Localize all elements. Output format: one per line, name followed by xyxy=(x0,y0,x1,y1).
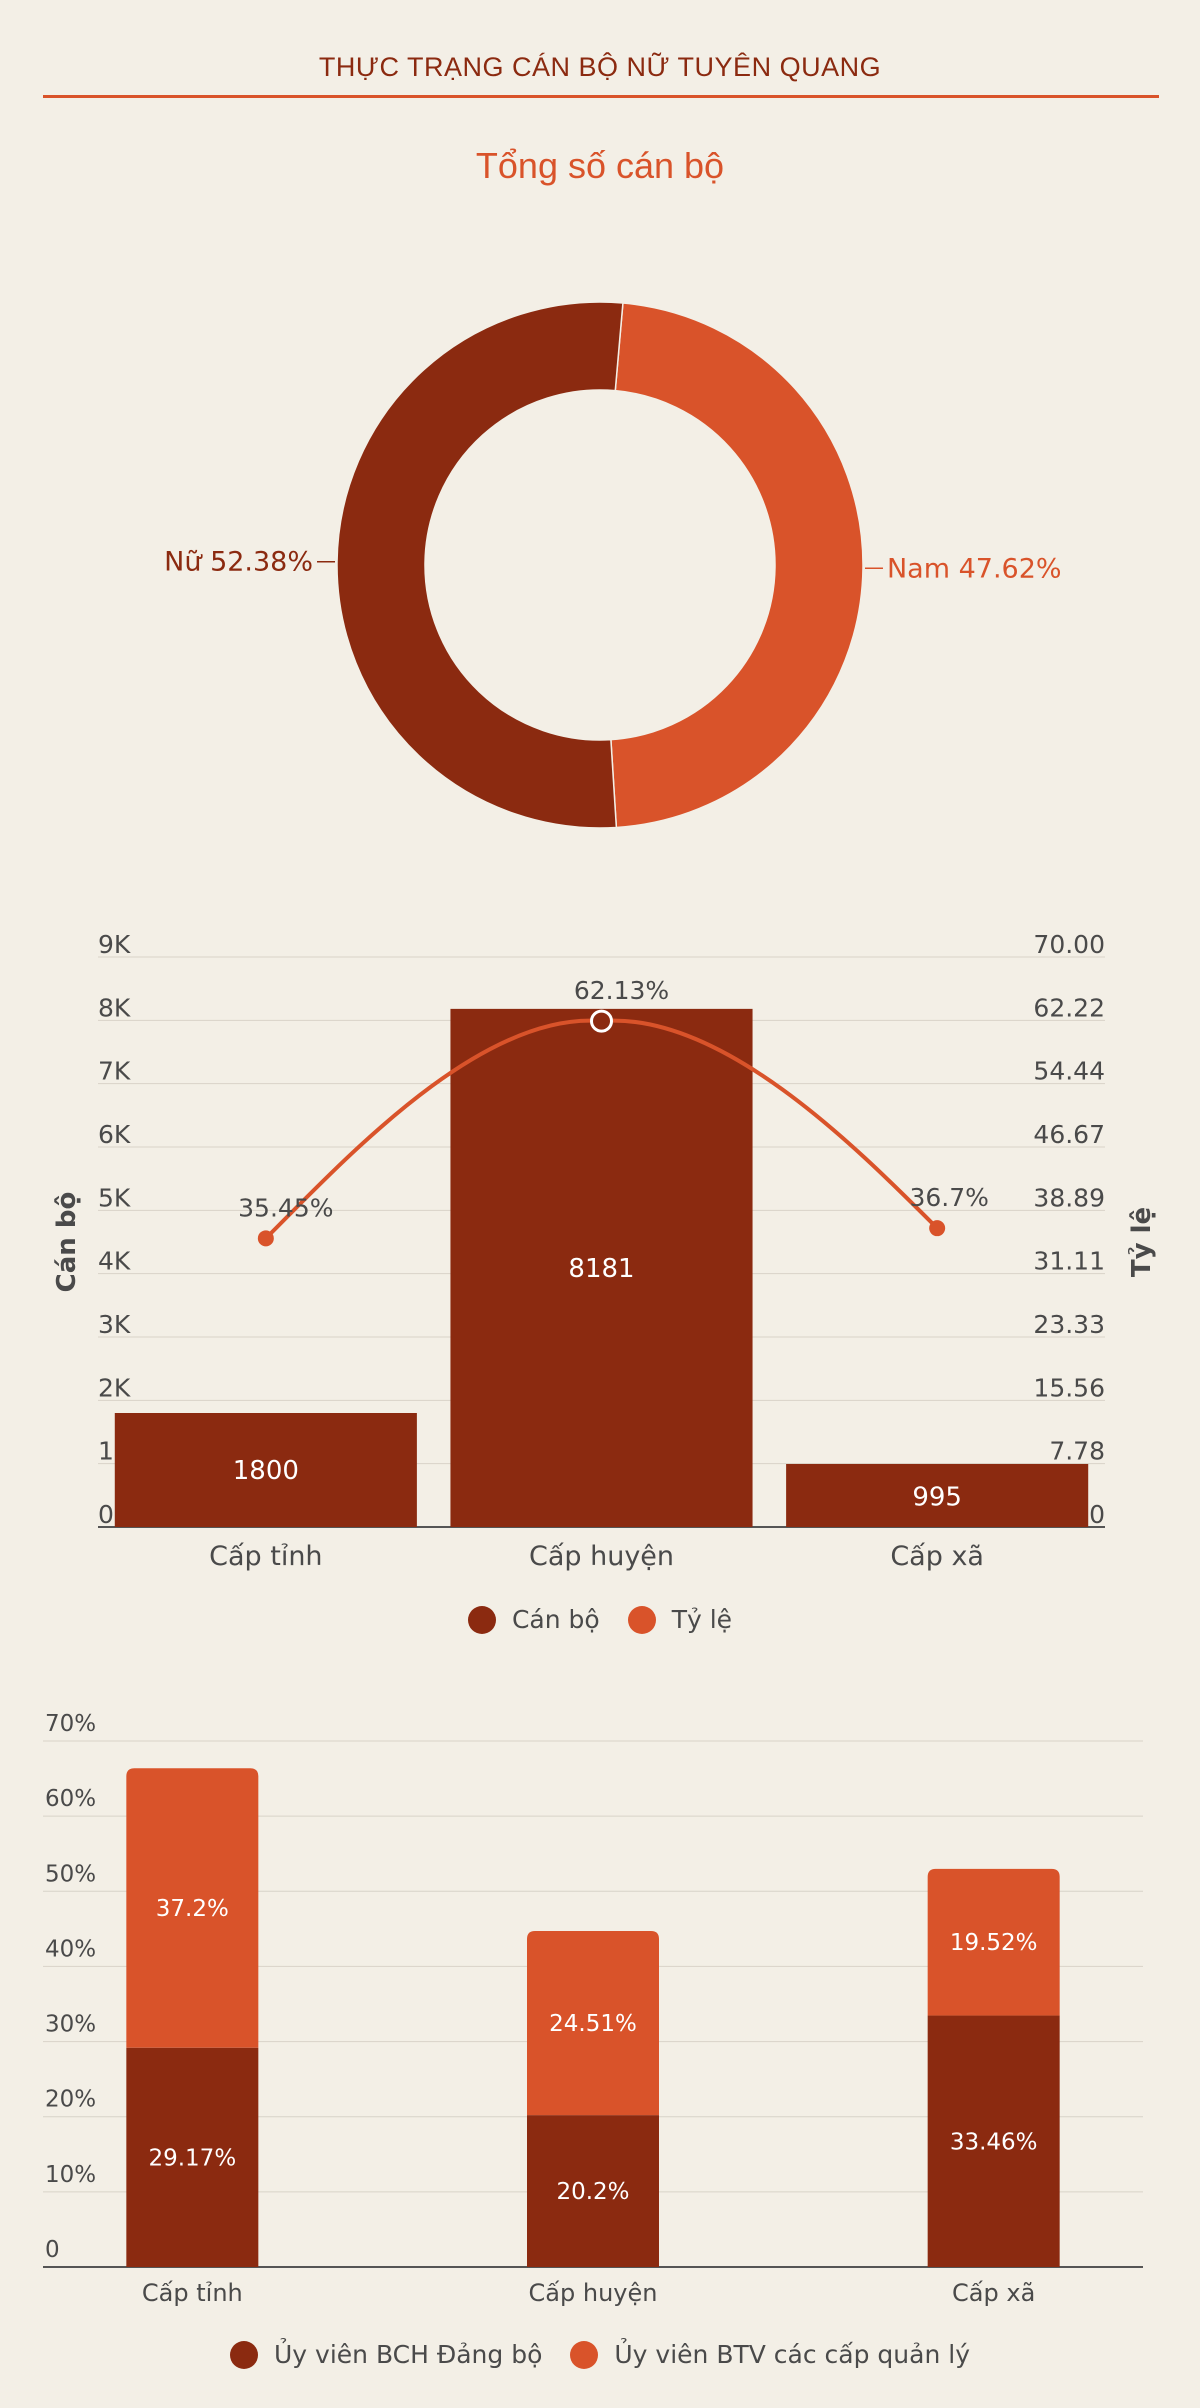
x-tick-label: Cấp huyện xyxy=(529,2279,658,2307)
y-tick-label: 8K xyxy=(98,993,131,1022)
donut-slice-nam xyxy=(610,302,864,829)
y-tick-label: 0 xyxy=(45,2237,60,2263)
y2-tick-label: 23.33 xyxy=(1033,1310,1105,1339)
legend-item-bch[interactable]: Ủy viên BCH Đảng bộ xyxy=(229,2340,543,2369)
y-axis-title: Cán bộ xyxy=(52,1192,82,1293)
y-tick-label: 3K xyxy=(98,1310,131,1339)
stacked-bar-bch-0 xyxy=(126,2047,259,2267)
y-tick-label: 0 xyxy=(98,1500,114,1529)
legend-marker xyxy=(627,1605,656,1634)
y2-axis-title: Tỷ lệ xyxy=(1127,1207,1157,1277)
rate-value-label: 35.45% xyxy=(238,1193,333,1222)
y-tick-label: 2K xyxy=(98,1373,131,1402)
segment-value-label: 19.52% xyxy=(950,1930,1038,1956)
y-tick-label: 6K xyxy=(98,1120,131,1149)
bar-2 xyxy=(786,1463,1089,1527)
y2-tick-label: 0 xyxy=(1089,1500,1105,1529)
y-tick-label: 5K xyxy=(98,1183,131,1212)
bar-value-label: 8181 xyxy=(568,1254,634,1284)
y2-tick-label: 15.56 xyxy=(1033,1373,1105,1402)
x-tick-label: Cấp tỉnh xyxy=(209,1541,322,1572)
rate-value-label: 36.7% xyxy=(909,1183,988,1212)
legend-marker xyxy=(467,1605,496,1634)
rate-point xyxy=(257,1230,274,1247)
page-title: THỰC TRẠNG CÁN BỘ NỮ TUYÊN QUANG xyxy=(318,52,882,82)
stacked-chart-legend: Ủy viên BCH Đảng bộ Ủy viên BTV các cấp … xyxy=(0,2340,1200,2369)
y-tick-label: 50% xyxy=(45,1861,96,1887)
y2-tick-label: 54.44 xyxy=(1033,1057,1105,1086)
x-tick-label: Cấp xã xyxy=(890,1541,984,1572)
segment-value-label: 37.2% xyxy=(156,1896,229,1922)
legend-label: Cán bộ xyxy=(511,1605,600,1634)
donut-slice-nu xyxy=(336,301,624,829)
segment-value-label: 20.2% xyxy=(556,2179,629,2205)
y-tick-label: 9K xyxy=(98,930,131,959)
segment-value-label: 29.17% xyxy=(148,2145,236,2171)
stacked-bar-chart: 0 10% 20% 30% 40% 50% 60% 70% 37.2% 29.17% Cấp tỉn… xyxy=(43,1711,1143,2307)
bar-0 xyxy=(114,1413,417,1527)
y-tick-label: 60% xyxy=(45,1786,96,1812)
y2-tick-label: 31.11 xyxy=(1033,1247,1105,1276)
y-tick-label: 30% xyxy=(45,2012,96,2038)
stacked-bar-bch-2 xyxy=(927,2015,1060,2267)
x-tick-label: Cấp xã xyxy=(952,2279,1035,2307)
stacked-bar-btv-2 xyxy=(927,1868,1060,2016)
bar-value-label: 1800 xyxy=(233,1456,299,1486)
combo-chart-legend: Cán bộ Tỷ lệ xyxy=(0,1605,1200,1634)
y-tick-label: 70% xyxy=(45,1711,96,1737)
stacked-bar-bch-1 xyxy=(527,2115,659,2267)
rate-point xyxy=(929,1220,946,1237)
y2-tick-label: 70.00 xyxy=(1033,930,1105,959)
title-divider xyxy=(43,95,1159,98)
segment-value-label: 24.51% xyxy=(549,2011,637,2037)
x-tick-label: Cấp huyện xyxy=(529,1541,674,1572)
y-tick-label: 20% xyxy=(45,2087,96,2113)
legend-label: Ủy viên BTV các cấp quản lý xyxy=(614,2340,971,2369)
stacked-bar-btv-0 xyxy=(126,1768,259,2048)
y2-tick-label: 62.22 xyxy=(1033,993,1105,1022)
y-tick-label: 4K xyxy=(98,1247,131,1276)
legend-marker xyxy=(570,2340,599,2369)
y2-tick-label: 46.67 xyxy=(1033,1120,1105,1149)
donut-chart: Nam 47.62% Nữ 52.38% xyxy=(164,301,1062,829)
donut-slice-label: Nam 47.62% xyxy=(887,553,1062,584)
legend-item-btv[interactable]: Ủy viên BTV các cấp quản lý xyxy=(570,2340,970,2369)
legend-marker xyxy=(229,2340,258,2369)
rate-point xyxy=(590,1009,613,1033)
x-tick-label: Cấp tỉnh xyxy=(142,2279,243,2307)
y2-tick-label: 38.89 xyxy=(1033,1183,1105,1212)
segment-value-label: 33.46% xyxy=(950,2129,1038,2155)
legend-label: Tỷ lệ xyxy=(671,1605,733,1634)
bar-value-label: 995 xyxy=(912,1482,962,1512)
legend-item-can-bo[interactable]: Cán bộ xyxy=(467,1605,600,1634)
y-tick-label: 7K xyxy=(98,1057,131,1086)
bar-1 xyxy=(450,1008,753,1527)
rate-value-label: 62.13% xyxy=(574,976,669,1005)
y-tick-label: 40% xyxy=(45,1936,96,1962)
y2-tick-label: 7.78 xyxy=(1049,1437,1105,1466)
donut-chart-title: Tổng số cán bộ xyxy=(475,145,725,186)
legend-label: Ủy viên BCH Đảng bộ xyxy=(273,2340,543,2369)
stacked-bar-btv-1 xyxy=(527,1931,659,2116)
combo-chart: 01K2K3K4K5K6K7K8K9K07.7815.5623.3331.113… xyxy=(52,930,1157,1572)
donut-slice-label: Nữ 52.38% xyxy=(164,547,313,578)
y-tick-label: 10% xyxy=(45,2162,96,2188)
legend-item-ty-le[interactable]: Tỷ lệ xyxy=(627,1605,733,1634)
